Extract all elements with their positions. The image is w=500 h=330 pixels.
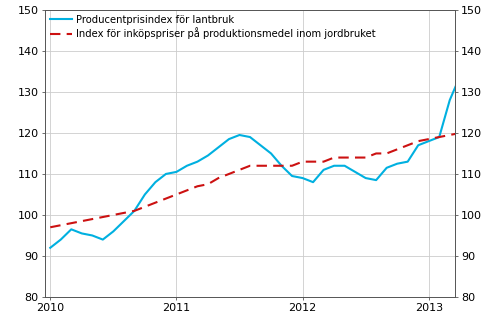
Legend: Producentprisindex för lantbruk, Index för inköpspriser på produktionsmedel inom: Producentprisindex för lantbruk, Index f… — [48, 13, 378, 41]
